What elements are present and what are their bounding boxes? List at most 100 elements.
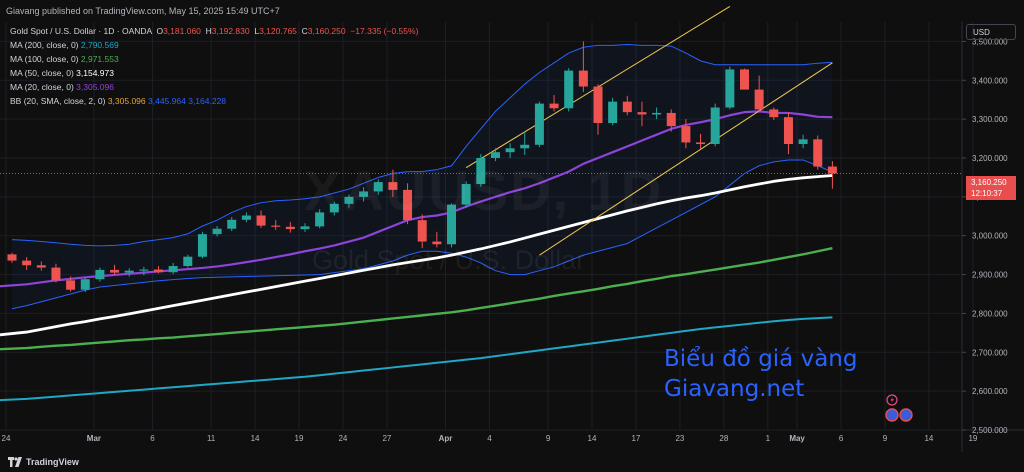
publisher-bar: Giavang published on TradingView.com, Ma… [0,0,1024,22]
time-tick-label: 17 [631,434,640,443]
price-axis[interactable]: 2,500.000 2,600.000 2,700.000 2,800.000 2,90… [962,37,1008,435]
legend-ohlc-row[interactable]: Gold Spot / U.S. Dollar · 1D · OANDA O 3,… [10,24,418,38]
price-tick-label: 2,800.000 [972,309,1008,318]
time-tick-label: 6 [150,434,155,443]
price-tick-label: 3,300.000 [972,115,1008,124]
candle-body [388,182,398,190]
candle-body [110,269,120,273]
candle-body [681,126,691,143]
candle-body [183,256,193,267]
bb-basis-value: 3,305.096 [107,96,146,106]
price-tick-label: 2,700.000 [972,348,1008,357]
ma200-value: 2,790.569 [80,40,119,50]
candle-body [652,112,662,115]
publisher-text: Giavang published on TradingView.com, Ma… [6,6,280,16]
time-tick-label: Apr [439,434,453,443]
candle-body [197,234,207,257]
time-tick-label: 6 [839,434,844,443]
ohlc-close: 3,160.250 [307,26,346,36]
candle-body [813,139,823,167]
candle-body [300,226,310,230]
candle-body [549,103,559,109]
brand-watermark: Biểu đồ giá vàng Giavang.net [664,344,857,404]
symbol-name: Gold Spot / U.S. Dollar · 1D · OANDA [10,26,152,36]
us-flag-icon-2[interactable] [899,408,913,422]
ohlc-h-label: H [205,26,212,36]
time-tick-label: 24 [2,434,11,443]
time-tick-label: 9 [546,434,551,443]
ohlc-l-label: L [254,26,260,36]
legend-ma200[interactable]: MA (200, close, 0) 2,790.569 [10,38,418,52]
candle-body [827,166,837,174]
legend-ma20[interactable]: MA (20, close, 0) 3,305.096 [10,80,418,94]
candle-body [710,107,720,145]
candle-body [490,152,500,158]
candle-body [798,139,808,145]
candle-body [666,112,676,127]
candle-body [168,266,178,273]
ohlc-low: 3,120.765 [259,26,297,36]
legend-bb[interactable]: BB (20, SMA, close, 2, 0) 3,305.096 3,44… [10,94,418,108]
candle-body [578,70,588,87]
time-axis[interactable]: 24 Mar 6 11 14 19 24 27 Apr 4 9 14 17 23 28 1 May 6 9 14 19 [2,434,978,443]
candle-body [740,69,749,90]
candle-body [95,269,105,280]
tradingview-logo-text[interactable]: TradingView [26,457,79,467]
ma200-label: MA (200, close, 0) [10,40,79,50]
candle-body [7,254,17,261]
candle-body [227,219,237,229]
us-flag-icon[interactable] [885,408,899,422]
bb-upper-value: 3,445.964 [148,96,186,106]
watermark-ticker: XAUUSD, 1D [304,159,664,222]
legend-ma100[interactable]: MA (100, close, 0) 2,971.553 [10,52,418,66]
candle-body [534,103,544,145]
legend: Gold Spot / U.S. Dollar · 1D · OANDA O 3,… [10,24,418,108]
ma50-label: MA (50, close, 0) [10,68,74,78]
legend-ma50[interactable]: MA (50, close, 0) 3,154.973 [10,66,418,80]
time-tick-label: 1 [766,434,771,443]
watermark-name: Gold Spot / U.S. Dollar [312,245,586,275]
candle-body [271,225,281,227]
candle-body [359,191,369,197]
ma20-value: 3,305.096 [76,82,114,92]
bb-upper-line [11,44,833,247]
candle-body [241,215,251,220]
candle-body [329,203,339,213]
brand-line2: Giavang.net [664,376,805,402]
candle-body [696,142,706,145]
candle-body [51,267,61,281]
candle-body [212,228,222,235]
lightning-icon-bolt [890,396,894,404]
time-tick-label: 4 [487,434,492,443]
candle-body [315,212,325,227]
ohlc-change: −17.335 (−0.55%) [350,26,419,36]
ohlc-c-label: C [301,26,308,36]
time-tick-label: 28 [719,434,728,443]
candle-body [447,204,456,245]
brand-line1: Biểu đồ giá vàng [664,346,858,372]
time-tick-label: 23 [675,434,684,443]
ma200-line [0,316,833,402]
ohlc-o-label: O [156,26,164,36]
bb-lower-value: 3,164.228 [188,96,227,106]
candle-body [256,215,266,226]
candle-body [417,220,427,242]
last-price-tag: 3,160.250 12:10:37 [966,176,1016,200]
price-tick-label: 3,500.000 [972,37,1008,46]
candle-body [461,184,471,205]
trendline [539,62,833,256]
candle-body [154,269,163,273]
ohlc-high: 3,192.830 [211,26,250,36]
currency-selector[interactable]: USD [966,24,1016,40]
time-tick-label: May [789,434,805,443]
tradingview-logo-icon[interactable] [8,456,22,468]
candle-body [36,265,46,268]
candle-body [637,112,647,115]
price-tick-label: 3,000.000 [972,232,1008,241]
event-icons[interactable] [884,394,916,424]
candle-body [285,226,295,230]
price-tick-label: 3,200.000 [972,154,1008,163]
candle-body [344,196,354,204]
lightning-icon[interactable] [886,394,898,406]
